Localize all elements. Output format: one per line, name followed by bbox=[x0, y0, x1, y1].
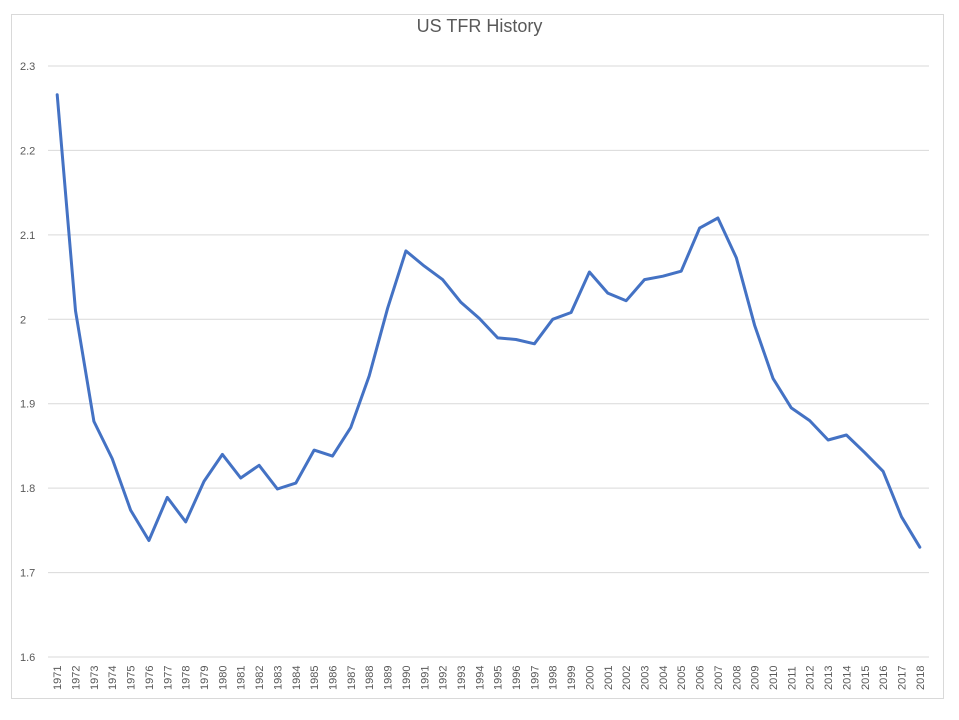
y-tick-label: 2.2 bbox=[20, 145, 35, 157]
x-tick-label: 2005 bbox=[676, 666, 688, 690]
x-tick-label: 2000 bbox=[584, 666, 596, 690]
y-tick-label: 1.6 bbox=[20, 652, 35, 664]
x-tick-label: 1982 bbox=[254, 666, 266, 690]
x-tick-label: 2007 bbox=[713, 666, 725, 690]
x-tick-label: 2003 bbox=[640, 666, 652, 690]
x-tick-label: 1989 bbox=[383, 666, 395, 690]
x-tick-label: 1991 bbox=[419, 666, 431, 690]
x-tick-label: 1971 bbox=[52, 666, 64, 690]
x-tick-label: 1995 bbox=[493, 666, 505, 690]
x-tick-label: 2002 bbox=[621, 666, 633, 690]
x-tick-label: 2012 bbox=[805, 666, 817, 690]
x-tick-label: 1997 bbox=[529, 666, 541, 690]
x-tick-label: 1980 bbox=[217, 666, 229, 690]
chart-title: US TFR History bbox=[416, 16, 543, 36]
x-tick-label: 1992 bbox=[438, 666, 450, 690]
x-tick-label: 2004 bbox=[658, 666, 670, 690]
x-tick-label: 1986 bbox=[327, 666, 339, 690]
x-tick-label: 2010 bbox=[768, 666, 780, 690]
x-tick-label: 2016 bbox=[878, 666, 890, 690]
x-tick-label: 1993 bbox=[456, 666, 468, 690]
x-tick-label: 1974 bbox=[107, 666, 119, 690]
y-tick-label: 2.3 bbox=[20, 61, 35, 73]
x-tick-label: 2011 bbox=[786, 666, 798, 690]
x-tick-label: 1981 bbox=[236, 666, 248, 690]
x-tick-label: 2008 bbox=[731, 666, 743, 690]
x-tick-label: 2017 bbox=[896, 666, 908, 690]
x-tick-label: 1976 bbox=[144, 666, 156, 690]
x-tick-label: 1972 bbox=[71, 666, 83, 690]
y-tick-label: 1.8 bbox=[20, 483, 35, 495]
x-tick-label: 1998 bbox=[548, 666, 560, 690]
x-tick-label: 1996 bbox=[511, 666, 523, 690]
x-tick-label: 1987 bbox=[346, 666, 358, 690]
x-tick-label: 1999 bbox=[566, 666, 578, 690]
x-tick-label: 1994 bbox=[474, 666, 486, 690]
x-tick-label: 1977 bbox=[162, 666, 174, 690]
x-tick-label: 2001 bbox=[603, 666, 615, 690]
x-tick-label: 1983 bbox=[272, 666, 284, 690]
y-tick-label: 2.1 bbox=[20, 230, 35, 242]
x-tick-label: 1990 bbox=[401, 666, 413, 690]
y-tick-label: 1.7 bbox=[20, 568, 35, 580]
x-tick-label: 1973 bbox=[89, 666, 101, 690]
x-tick-label: 2018 bbox=[915, 666, 927, 690]
x-tick-label: 2006 bbox=[695, 666, 707, 690]
x-tick-label: 2009 bbox=[750, 666, 762, 690]
x-tick-label: 2014 bbox=[841, 666, 853, 690]
series-line bbox=[55, 93, 922, 549]
x-tick-label: 1979 bbox=[199, 666, 211, 690]
x-tick-label: 1975 bbox=[126, 666, 138, 690]
x-tick-label: 1985 bbox=[309, 666, 321, 690]
y-tick-label: 1.9 bbox=[20, 399, 35, 411]
chart-frame bbox=[11, 14, 944, 699]
x-tick-label: 2013 bbox=[823, 666, 835, 690]
x-tick-label: 1988 bbox=[364, 666, 376, 690]
x-tick-label: 2015 bbox=[860, 666, 872, 690]
y-tick-label: 2 bbox=[20, 314, 26, 326]
x-tick-label: 1978 bbox=[181, 666, 193, 690]
x-tick-label: 1984 bbox=[291, 666, 303, 690]
